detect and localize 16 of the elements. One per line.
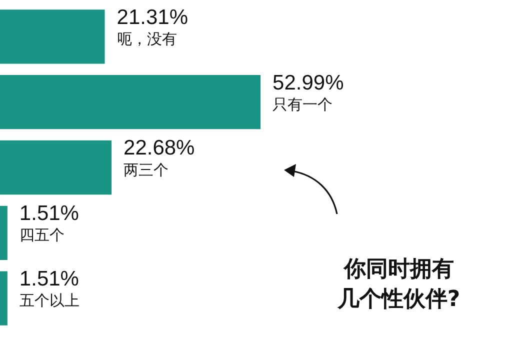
- bar: [0, 10, 105, 64]
- data-label: 21.31%: [116, 6, 188, 29]
- data-label: 52.99%: [272, 71, 344, 94]
- y-tick-label: 两三个: [124, 160, 169, 179]
- data-label: 22.68%: [124, 136, 195, 160]
- y-tick-label: 呃，没有: [116, 30, 177, 48]
- text: 你同时拥有几个性伙伴?: [336, 256, 462, 314]
- y-tick-label: 五个以上: [19, 292, 80, 310]
- data-label: 1.51%: [19, 268, 79, 291]
- bar: [0, 271, 8, 326]
- y-tick-label: 只有一个: [272, 95, 333, 114]
- y-tick-label: 四五个: [19, 226, 64, 244]
- bar: [0, 140, 112, 195]
- data-label: 1.51%: [19, 202, 79, 226]
- bar: [0, 206, 8, 260]
- bar: [0, 75, 261, 130]
